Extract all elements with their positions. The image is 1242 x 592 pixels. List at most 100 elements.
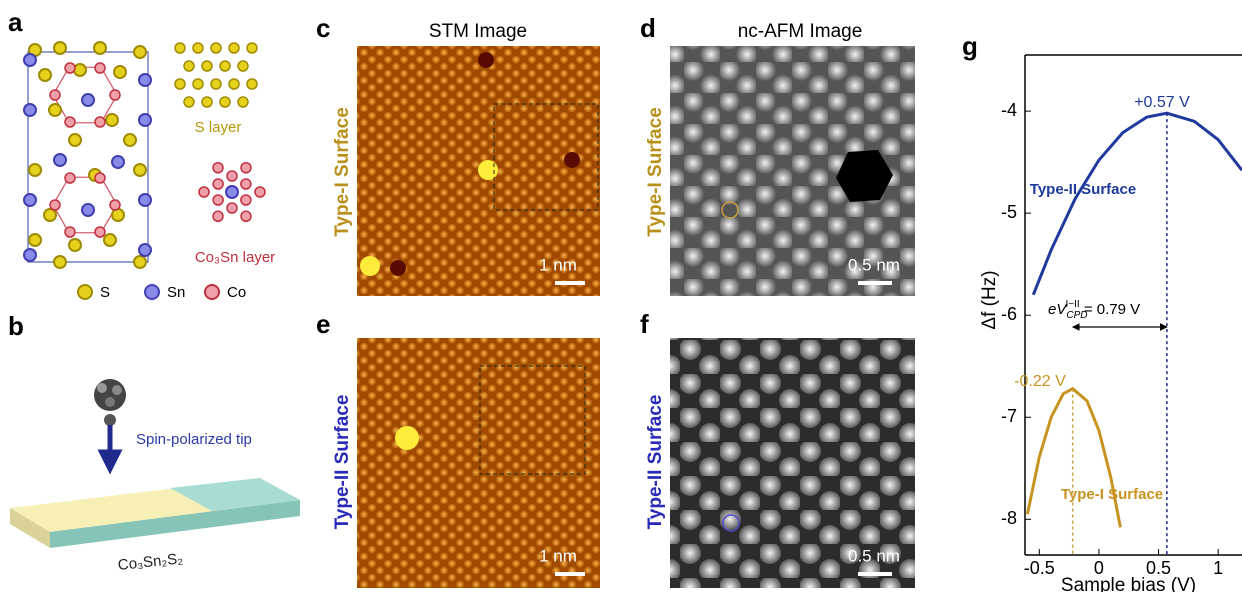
panel-letter: c xyxy=(316,13,330,43)
atom-co xyxy=(50,90,60,100)
side-label: Type-I Surface xyxy=(645,107,666,237)
atom-sn xyxy=(82,94,94,106)
y-axis-label: Δf (Hz) xyxy=(979,270,1000,329)
figure: a S layer Co₃Sn layer S Sn Co b Spin-pol… xyxy=(0,0,1242,592)
atom-s xyxy=(39,69,51,81)
atom-co xyxy=(241,179,251,189)
legend-swatch xyxy=(78,285,92,299)
scale-bar-label: 1 nm xyxy=(539,255,577,274)
side-label: Type-II Surface xyxy=(645,395,666,530)
atom-co xyxy=(255,187,265,197)
y-tick-label: -4 xyxy=(1001,100,1017,120)
panel-title: nc-AFM Image xyxy=(738,21,863,42)
atom-s xyxy=(44,209,56,221)
atom-sn xyxy=(24,249,36,261)
label: Spin-polarized tip xyxy=(136,431,252,448)
marker-label: +0.57 V xyxy=(1134,94,1190,111)
atom-s xyxy=(193,79,203,89)
atom-s xyxy=(74,64,86,76)
atom-co xyxy=(65,173,75,183)
label-part: I−II xyxy=(1065,299,1079,310)
atom-sn xyxy=(139,114,151,126)
atom-s xyxy=(211,43,221,53)
atom-co xyxy=(213,195,223,205)
atom-co xyxy=(241,195,251,205)
atom-s xyxy=(94,42,106,54)
atom-s xyxy=(238,97,248,107)
atom-s xyxy=(134,256,146,268)
atom-co xyxy=(95,173,105,183)
atom-s xyxy=(69,134,81,146)
panel-letter: a xyxy=(8,7,23,37)
legend-label: S xyxy=(100,284,110,301)
atom-co xyxy=(227,203,237,213)
atom-co xyxy=(241,211,251,221)
legend-swatch xyxy=(145,285,159,299)
atom-co xyxy=(213,179,223,189)
atom-co xyxy=(50,200,60,210)
unit-cell xyxy=(28,52,148,262)
atom-sn xyxy=(54,154,66,166)
atom-s xyxy=(54,42,66,54)
y-tick-label: -8 xyxy=(1001,508,1017,528)
atom-s xyxy=(229,79,239,89)
y-tick-label: -5 xyxy=(1001,202,1017,222)
atom-s xyxy=(238,61,248,71)
atom-s xyxy=(29,234,41,246)
atom-s xyxy=(184,97,194,107)
legend-swatch xyxy=(205,285,219,299)
difference-label: eVCPDI−II = 0.79 V xyxy=(1048,299,1140,321)
legend-label: Co xyxy=(227,284,246,301)
atom-s xyxy=(112,209,124,221)
atom-co xyxy=(241,163,251,173)
atom-co xyxy=(213,211,223,221)
atom-sn xyxy=(24,194,36,206)
atom-s xyxy=(54,256,66,268)
label: Co₃Sn₂S₂ xyxy=(117,550,184,574)
y-tick-label: -6 xyxy=(1001,304,1017,324)
y-tick-label: -7 xyxy=(1001,406,1017,426)
atom-s xyxy=(106,114,118,126)
atom-s xyxy=(175,43,185,53)
panel-letter: f xyxy=(640,309,649,339)
atom-s xyxy=(211,79,221,89)
label: S layer xyxy=(195,119,242,136)
atom-co xyxy=(95,227,105,237)
label: Co₃Sn layer xyxy=(195,249,275,266)
atom-co xyxy=(65,227,75,237)
scale-bar-label: 1 nm xyxy=(539,546,577,565)
atom-s xyxy=(184,61,194,71)
atom-s xyxy=(114,66,126,78)
atom-s xyxy=(134,46,146,58)
atom-co xyxy=(65,117,75,127)
atom-sn xyxy=(139,244,151,256)
legend: S Sn Co xyxy=(78,284,246,301)
atom-sn xyxy=(139,194,151,206)
atom-s xyxy=(229,43,239,53)
atom-co xyxy=(199,187,209,197)
side-label: Type-I Surface xyxy=(332,107,353,237)
label-part: = 0.79 V xyxy=(1080,301,1140,318)
atom-s xyxy=(29,164,41,176)
atom-s xyxy=(49,104,61,116)
atom-sn xyxy=(24,54,36,66)
legend-label: Sn xyxy=(167,284,185,301)
atom-sn xyxy=(226,186,238,198)
atom-sn xyxy=(82,204,94,216)
sample-slab xyxy=(10,379,300,548)
panel-letter: e xyxy=(316,309,330,339)
atom-s xyxy=(124,134,136,146)
data-line xyxy=(1033,113,1242,295)
atom-co xyxy=(213,163,223,173)
atom-s xyxy=(247,79,257,89)
atom-s xyxy=(220,97,230,107)
atom-sn xyxy=(112,156,124,168)
panel-letter: b xyxy=(8,311,24,341)
atom-s xyxy=(220,61,230,71)
series-label: Type-II Surface xyxy=(1030,181,1136,198)
atom-s xyxy=(134,164,146,176)
atom-co xyxy=(227,171,237,181)
scale-bar-label: 0.5 nm xyxy=(848,546,900,565)
series-label: Type-I Surface xyxy=(1061,486,1163,503)
side-label: Type-II Surface xyxy=(332,395,353,530)
